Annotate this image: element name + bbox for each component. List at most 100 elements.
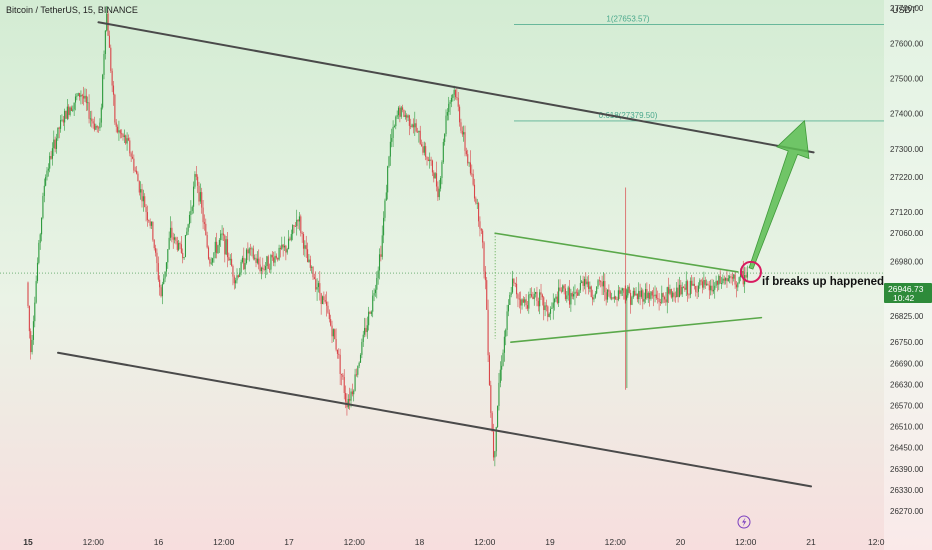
candle-body xyxy=(153,239,155,249)
candle-body xyxy=(552,302,554,308)
candle-body xyxy=(206,235,208,248)
breakout-circle[interactable] xyxy=(739,260,762,283)
candle-body xyxy=(685,281,687,290)
candle-body xyxy=(720,283,723,284)
candle-body xyxy=(583,279,586,286)
candle-body xyxy=(201,192,203,208)
candle-body xyxy=(644,289,647,300)
candle-body xyxy=(638,290,640,300)
candle-body xyxy=(476,203,478,204)
candle-body xyxy=(482,230,484,243)
candle-body xyxy=(68,106,70,115)
x-tick-label: 12:00 xyxy=(213,537,235,547)
candle-body xyxy=(397,107,400,116)
candle-body xyxy=(384,200,386,218)
candle-body xyxy=(609,291,611,299)
candle-body xyxy=(290,234,292,240)
candle-body xyxy=(532,296,534,300)
price-tag-countdown: 10:42 xyxy=(893,293,915,303)
candle-body xyxy=(89,118,91,120)
candle-body xyxy=(441,162,443,179)
candle-body xyxy=(232,265,234,277)
triangle-lower-line[interactable] xyxy=(510,316,763,344)
candle-body xyxy=(547,306,549,317)
candle-body xyxy=(243,257,245,270)
candle-body xyxy=(224,235,226,255)
candle-body xyxy=(255,257,257,263)
fibonacci-levels[interactable]: 1(27653.57) 0.618(27379.50) xyxy=(0,15,884,274)
candle-body xyxy=(604,281,606,293)
candle-body xyxy=(423,146,425,153)
candle-body xyxy=(708,285,710,291)
candle-body xyxy=(167,249,169,263)
candle-body xyxy=(369,311,371,314)
candle-body xyxy=(594,293,596,298)
candle-body xyxy=(563,285,565,289)
x-tick-label: 12:00 xyxy=(605,537,627,547)
candle-body xyxy=(537,300,539,307)
candle-body xyxy=(505,329,507,337)
candle-body xyxy=(608,289,610,292)
price-axis-background[interactable] xyxy=(884,0,932,550)
candle-body xyxy=(400,107,402,117)
candle-body xyxy=(365,327,367,333)
candle-body xyxy=(630,292,632,305)
fib-level-label: 0.618(27379.50) xyxy=(599,111,658,120)
candle-body xyxy=(388,156,390,167)
candle-body xyxy=(38,242,40,263)
candle-body xyxy=(495,427,497,452)
candle-body xyxy=(248,248,250,254)
candle-body xyxy=(725,278,727,281)
candle-body xyxy=(701,281,704,288)
candle-body xyxy=(444,133,446,142)
candle-body xyxy=(703,279,705,288)
candle-body xyxy=(503,336,505,353)
candle-body xyxy=(627,286,629,296)
candle-body xyxy=(95,125,97,130)
lightning-icon[interactable] xyxy=(737,515,751,529)
candle-body xyxy=(323,296,325,301)
candle-body xyxy=(468,162,470,164)
candle-body xyxy=(275,255,277,258)
channel-lower-line[interactable] xyxy=(57,351,812,488)
last-price-tag: 26946.73 10:42 xyxy=(884,283,932,303)
candle-body xyxy=(723,278,725,281)
breakout-arrow[interactable] xyxy=(748,119,810,270)
candle-body xyxy=(136,170,138,174)
candle-body xyxy=(615,296,617,300)
candle-body xyxy=(282,244,284,248)
candle-body xyxy=(311,266,313,268)
candle-body xyxy=(389,141,391,157)
candle-body xyxy=(294,226,296,227)
candle-body xyxy=(347,398,349,408)
candle-body xyxy=(130,153,132,157)
candle-body xyxy=(368,311,370,326)
candle-body xyxy=(558,287,560,303)
candle-body xyxy=(338,353,340,355)
candle-body xyxy=(460,122,462,131)
candle-body xyxy=(50,156,52,159)
candle-body xyxy=(292,225,294,235)
candle-body xyxy=(673,292,675,297)
candle-body xyxy=(79,93,81,97)
candle-body xyxy=(461,130,463,135)
candle-body xyxy=(422,146,424,153)
candle-body xyxy=(179,243,181,245)
x-tick-label: 12:00 xyxy=(735,537,757,547)
candle-body xyxy=(662,293,664,298)
candle-body xyxy=(427,159,429,161)
candle-body xyxy=(668,287,670,294)
candle-body xyxy=(324,300,326,302)
candle-body xyxy=(51,148,53,159)
triangle-upper-line[interactable] xyxy=(494,232,739,273)
drawings[interactable] xyxy=(57,21,815,488)
channel-upper-line[interactable] xyxy=(97,21,815,154)
candle-body xyxy=(188,214,191,225)
candle-body xyxy=(174,237,176,240)
candle-body xyxy=(235,280,237,284)
candle-body xyxy=(180,244,182,253)
candle-body xyxy=(252,248,254,259)
candle-body xyxy=(506,311,508,330)
candle-body xyxy=(492,431,495,458)
